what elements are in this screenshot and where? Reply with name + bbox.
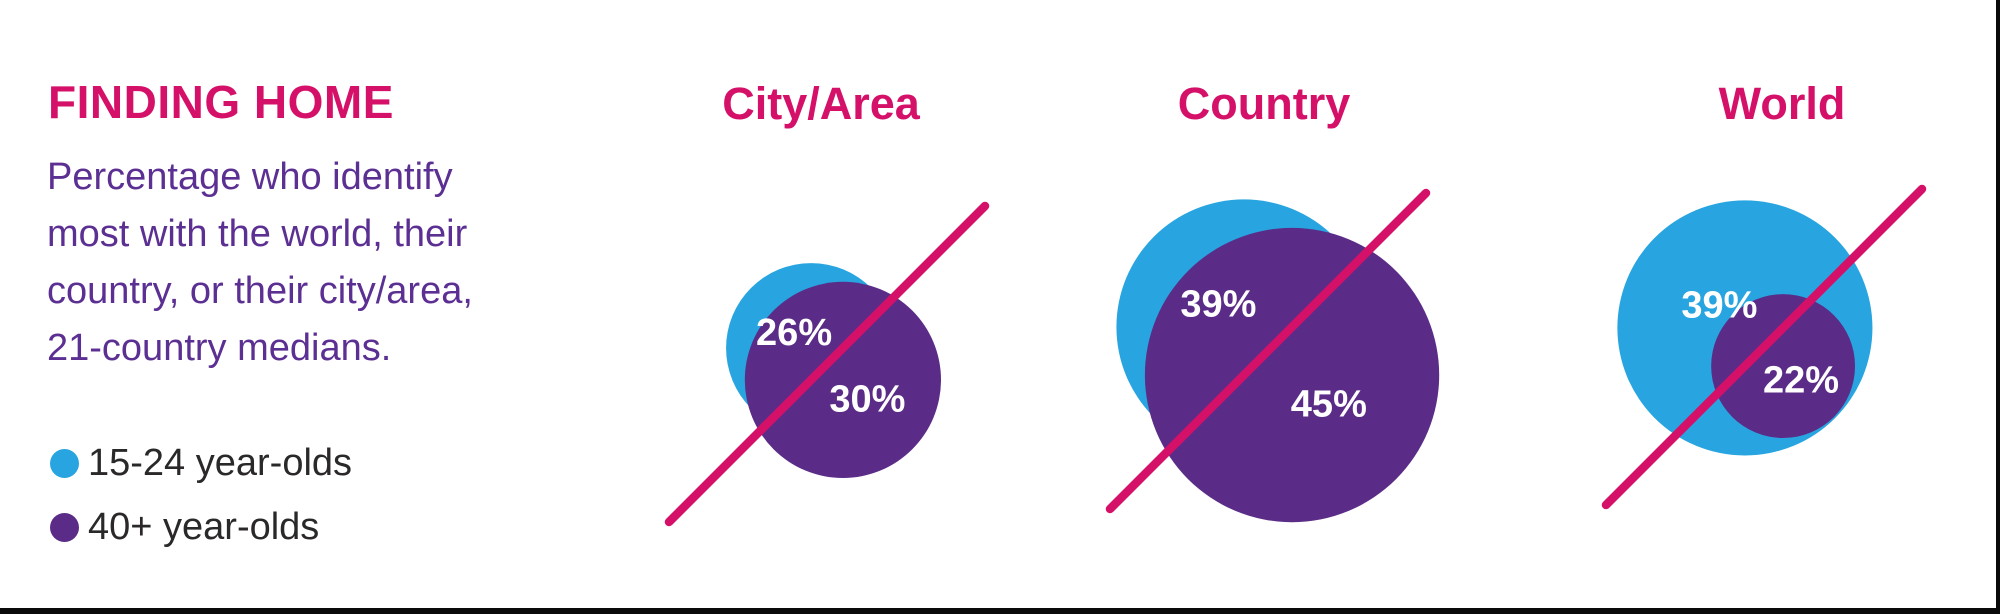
adult-legend-dot-icon	[50, 512, 79, 542]
adult-value-country: 45%	[1291, 383, 1367, 425]
adult-value-world: 22%	[1763, 359, 1839, 401]
group-title-country: Country	[1177, 78, 1351, 129]
legend-item-label: 40+ year-olds	[88, 505, 320, 548]
page-title: FINDING HOME	[48, 76, 394, 128]
subtitle-line: most with the world, their	[47, 213, 468, 255]
subtitle-line: 21-country medians.	[47, 327, 392, 369]
group-title-world: World	[1718, 78, 1846, 129]
adult-circle-country	[1144, 227, 1440, 523]
divider-line-country	[1105, 188, 1431, 514]
legend-item-label: 15-24 year-olds	[88, 441, 353, 484]
youth-legend-dot-icon	[50, 448, 79, 478]
subtitle-line: country, or their city/area,	[47, 270, 473, 312]
chart-subtitle: Percentage who identify most with the wor…	[47, 149, 473, 377]
divider-line-world	[1601, 184, 1927, 510]
adult-circle-city-area	[744, 281, 942, 479]
youth-value-world: 39%	[1681, 285, 1757, 327]
legend-item-youth: 15-24 year-olds	[50, 431, 352, 495]
legend-item-adult: 40+ year-olds	[50, 495, 352, 559]
adult-circle-world	[1711, 294, 1856, 439]
divider-line-city-area	[664, 201, 990, 527]
subtitle-line: Percentage who identify	[47, 156, 453, 198]
chart-legend: 15-24 year-olds 40+ year-olds	[50, 431, 352, 559]
group-title-city-area: City/Area	[722, 78, 920, 129]
adult-value-city-area: 30%	[829, 379, 905, 421]
youth-value-city-area: 26%	[756, 312, 832, 354]
youth-value-country: 39%	[1180, 284, 1256, 326]
